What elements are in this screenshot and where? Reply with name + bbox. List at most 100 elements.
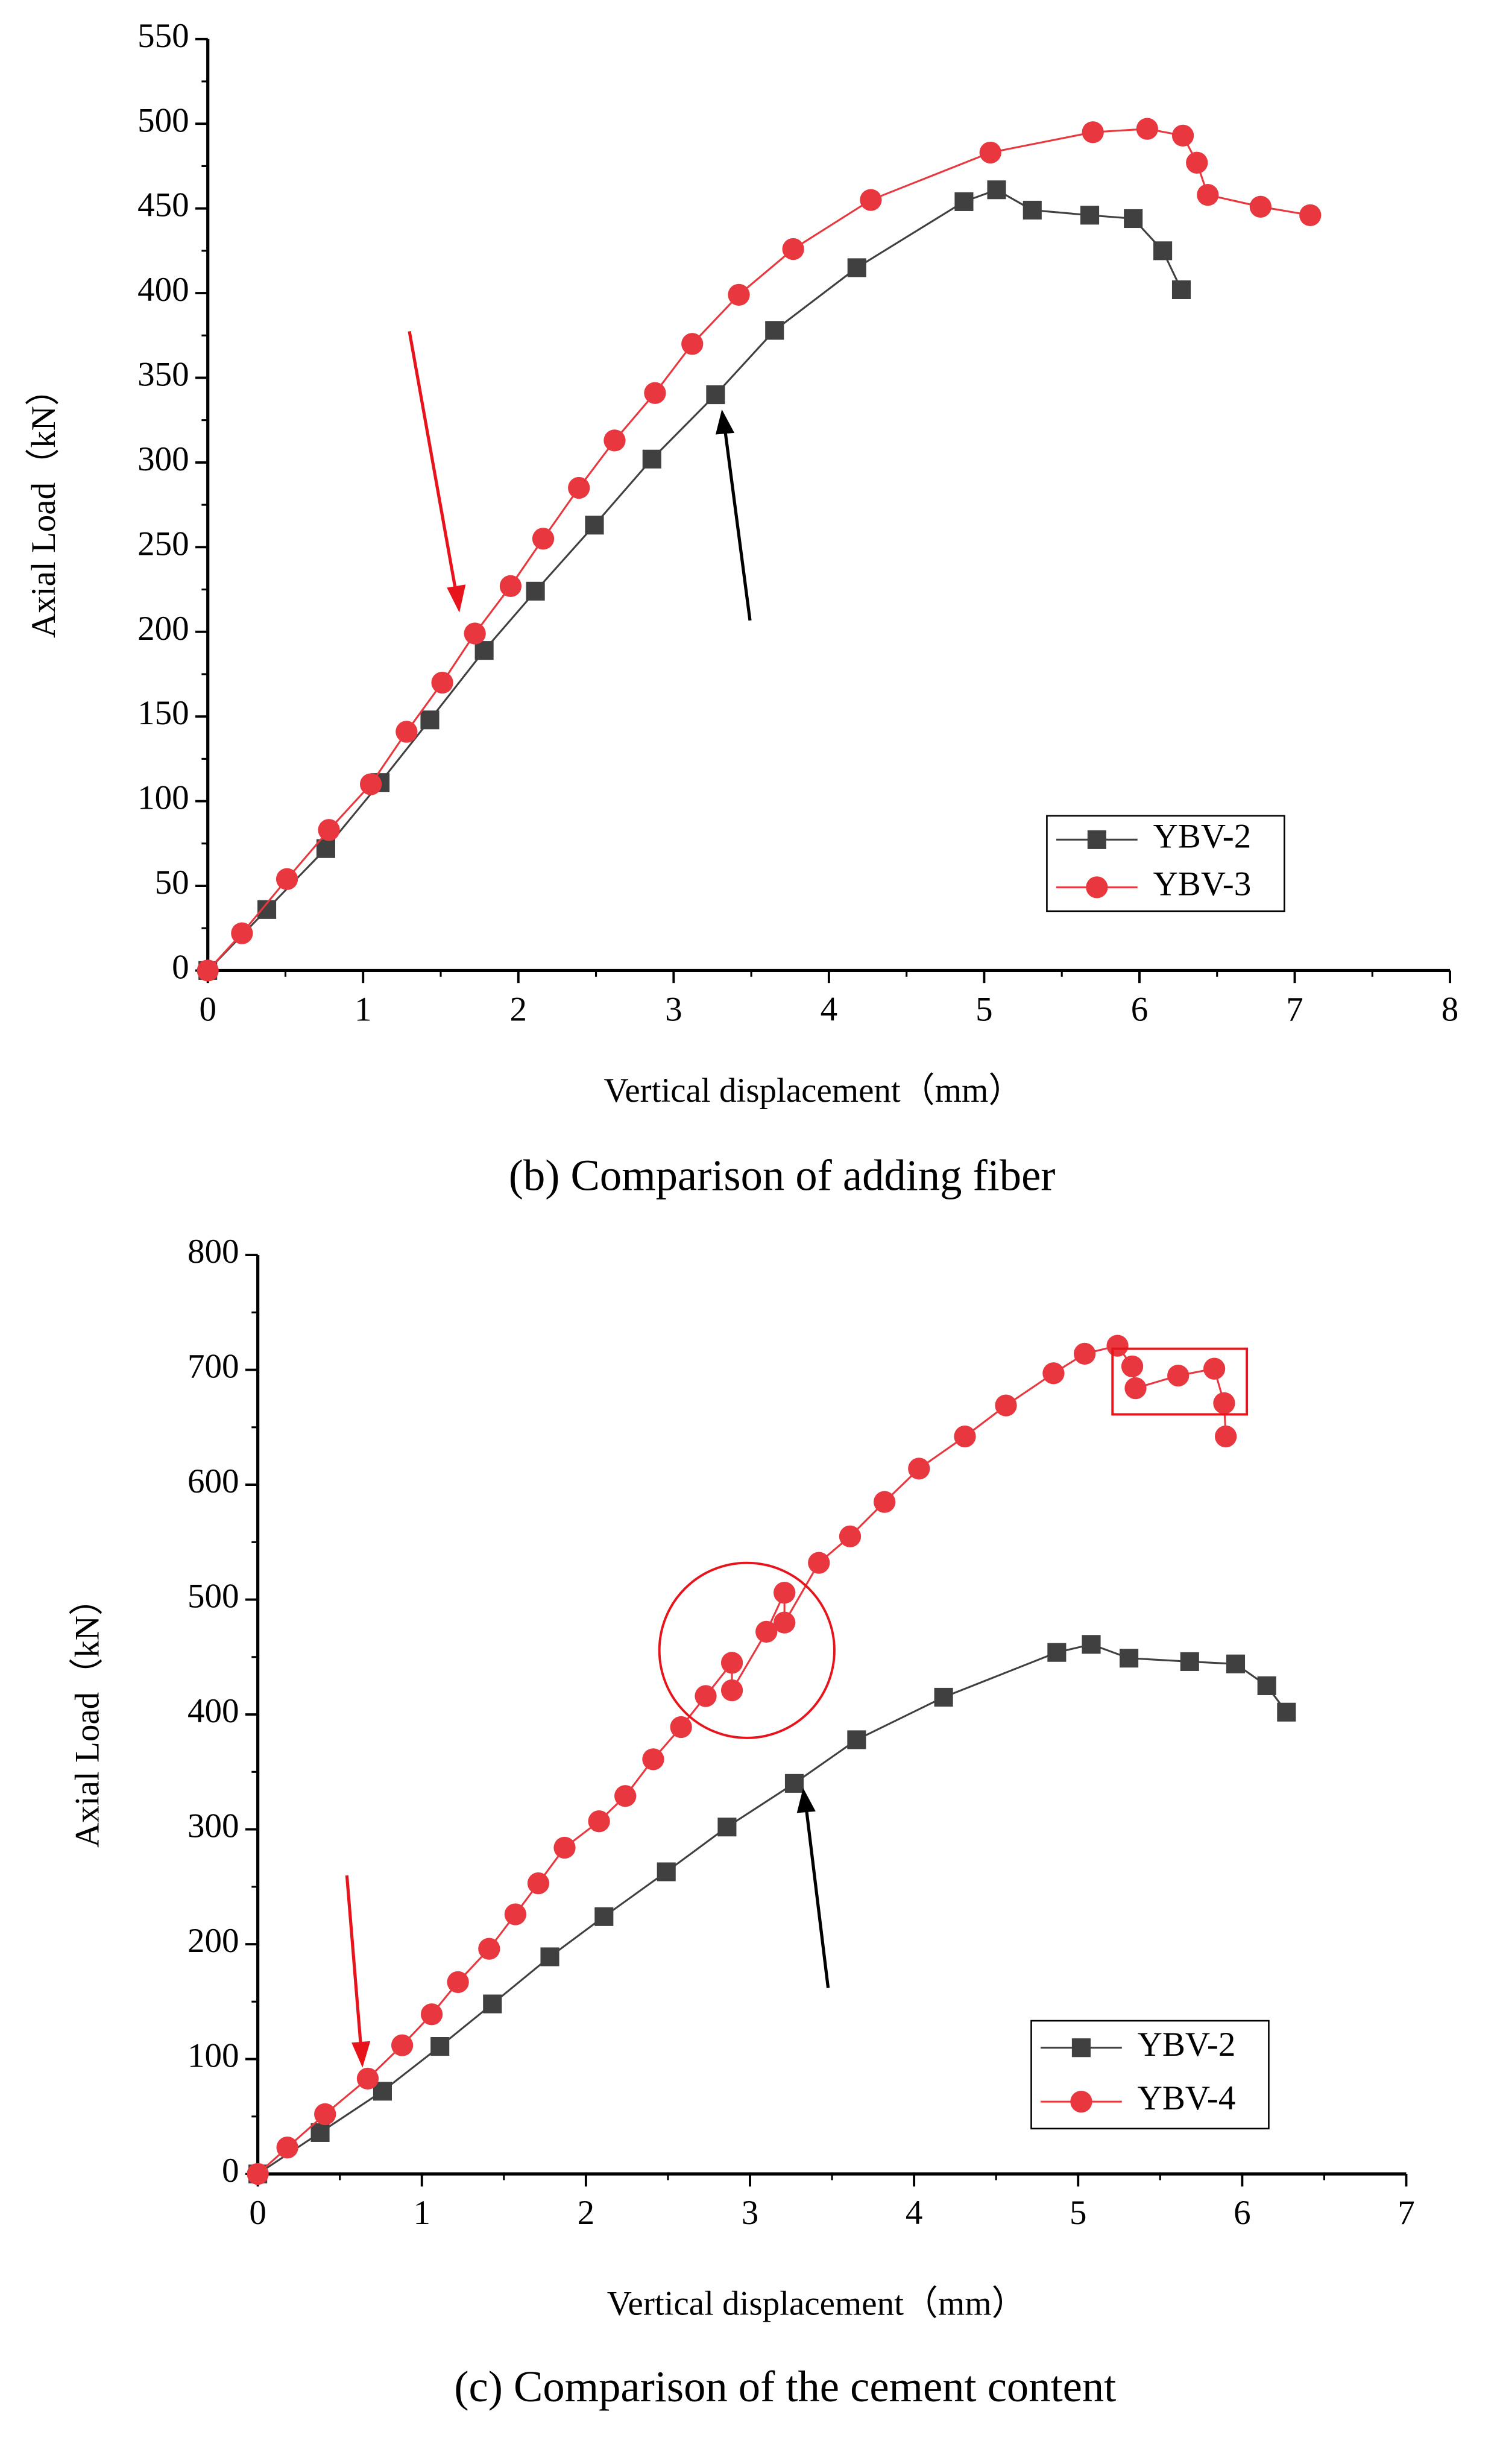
square-marker	[585, 516, 604, 535]
circle-marker	[1171, 124, 1194, 147]
circle-marker	[603, 429, 626, 452]
square-marker	[784, 1774, 804, 1793]
caption: (b) Comparison of adding fiber	[509, 1151, 1056, 1199]
square-marker	[1226, 1654, 1246, 1673]
circle-marker	[447, 1971, 469, 1994]
circle-marker	[231, 922, 253, 944]
square-marker	[1257, 1676, 1276, 1695]
circle-marker	[464, 622, 486, 645]
square-marker	[642, 449, 661, 469]
circle-marker	[782, 238, 804, 261]
circle-marker	[395, 721, 418, 743]
y-tick-label: 100	[188, 2037, 239, 2075]
y-tick-label: 250	[137, 525, 189, 563]
black-arrow-head	[715, 409, 735, 435]
square-marker	[594, 1907, 614, 1926]
x-tick-label: 3	[742, 2194, 759, 2232]
chart: 0 1 2 3 4 5 6 7 0 100 200 300 400 500 600 700 800 Vertica…	[68, 1233, 1414, 2411]
legend-marker	[1070, 2090, 1092, 2113]
y-tick-label: 350	[137, 356, 189, 394]
circle-marker	[504, 1903, 527, 1925]
legend-marker	[1087, 830, 1106, 849]
red-arrow-head	[351, 2041, 371, 2068]
square-marker	[847, 258, 866, 277]
square-marker	[1171, 280, 1191, 299]
red-circle	[658, 1561, 836, 1739]
y-tick-label: 500	[137, 101, 189, 139]
circle-marker	[532, 528, 555, 550]
legend-label: YBV-4	[1138, 2079, 1236, 2117]
circle-marker	[720, 1652, 743, 1674]
y-tick-label: 200	[188, 1922, 239, 1960]
y-tick-label: 450	[137, 186, 189, 224]
y-tick-label: 0	[172, 948, 189, 986]
legend-label: YBV-2	[1153, 817, 1252, 855]
red-arrow-head	[447, 584, 466, 613]
annotations	[345, 330, 1249, 2068]
circle-marker	[614, 1785, 637, 1807]
square-marker	[1277, 1702, 1296, 1722]
square-marker	[954, 192, 974, 211]
circle-marker	[1197, 184, 1219, 206]
y-tick-label: 400	[188, 1692, 239, 1730]
x-tick-label: 4	[821, 990, 837, 1028]
circle-marker	[755, 1620, 778, 1643]
circle-marker	[1299, 204, 1322, 227]
red-arrow	[345, 1875, 363, 2048]
square-marker	[1023, 200, 1042, 220]
x-tick-label: 2	[510, 990, 528, 1028]
square-marker	[430, 2036, 450, 2056]
circle-marker	[642, 1748, 664, 1771]
square-marker	[1153, 241, 1173, 261]
square-marker	[1080, 206, 1100, 225]
circle-marker	[478, 1938, 500, 1960]
y-tick-label: 550	[137, 17, 189, 55]
x-axis-title: Vertical displacement（mm）	[607, 2284, 1026, 2322]
square-marker	[847, 1730, 866, 1749]
circle-marker	[1042, 1362, 1065, 1385]
circle-marker	[527, 1872, 550, 1895]
y-tick-label: 400	[137, 271, 189, 309]
circle-marker	[276, 2137, 298, 2159]
black-arrow	[723, 429, 752, 621]
y-tick-label: 800	[188, 1233, 239, 1271]
legend-label: YBV-2	[1138, 2026, 1236, 2064]
chart: 0 1 2 3 4 5 6 7 8 0 50 100 150 200 250 300 350 400 450 500 5…	[25, 17, 1458, 1199]
square-marker	[1180, 1652, 1199, 1671]
x-axis-title: Vertical displacement（mm）	[604, 1072, 1023, 1110]
x-tick-label: 8	[1442, 990, 1458, 1028]
circle-marker	[499, 575, 522, 598]
circle-marker	[391, 2034, 414, 2056]
x-tick-label: 4	[906, 2194, 923, 2232]
square-marker	[934, 1687, 953, 1707]
y-axis-title: Axial Load（kN）	[68, 1581, 106, 1848]
caption: (c) Comparison of the cement content	[454, 2362, 1116, 2411]
circle-marker	[314, 2103, 336, 2126]
y-tick-label: 700	[188, 1348, 239, 1386]
circle-marker	[979, 141, 1001, 164]
y-tick-label: 300	[137, 440, 189, 478]
circle-marker	[1106, 1335, 1129, 1357]
y-tick-label: 200	[137, 610, 189, 648]
circle-marker	[276, 868, 298, 890]
legend-marker	[1086, 876, 1108, 899]
circle-marker	[774, 1581, 796, 1604]
x-tick-label: 3	[665, 990, 682, 1028]
square-marker	[483, 1994, 502, 2014]
black-arrow	[804, 1808, 830, 1988]
circle-marker	[1124, 1377, 1147, 1400]
x-tick-label: 0	[249, 2194, 266, 2232]
square-marker	[765, 321, 784, 340]
square-marker	[987, 180, 1006, 200]
circle-marker	[995, 1394, 1017, 1417]
square-marker	[540, 1947, 559, 1966]
circle-marker	[954, 1425, 976, 1448]
x-tick-label: 6	[1131, 990, 1149, 1028]
x-tick-label: 6	[1234, 2194, 1250, 2232]
circle-marker	[670, 1716, 692, 1739]
circle-marker	[728, 283, 750, 306]
circle-marker	[318, 819, 340, 841]
y-tick-label: 600	[188, 1462, 239, 1500]
circle-marker	[644, 382, 666, 404]
circle-marker	[695, 1685, 717, 1707]
